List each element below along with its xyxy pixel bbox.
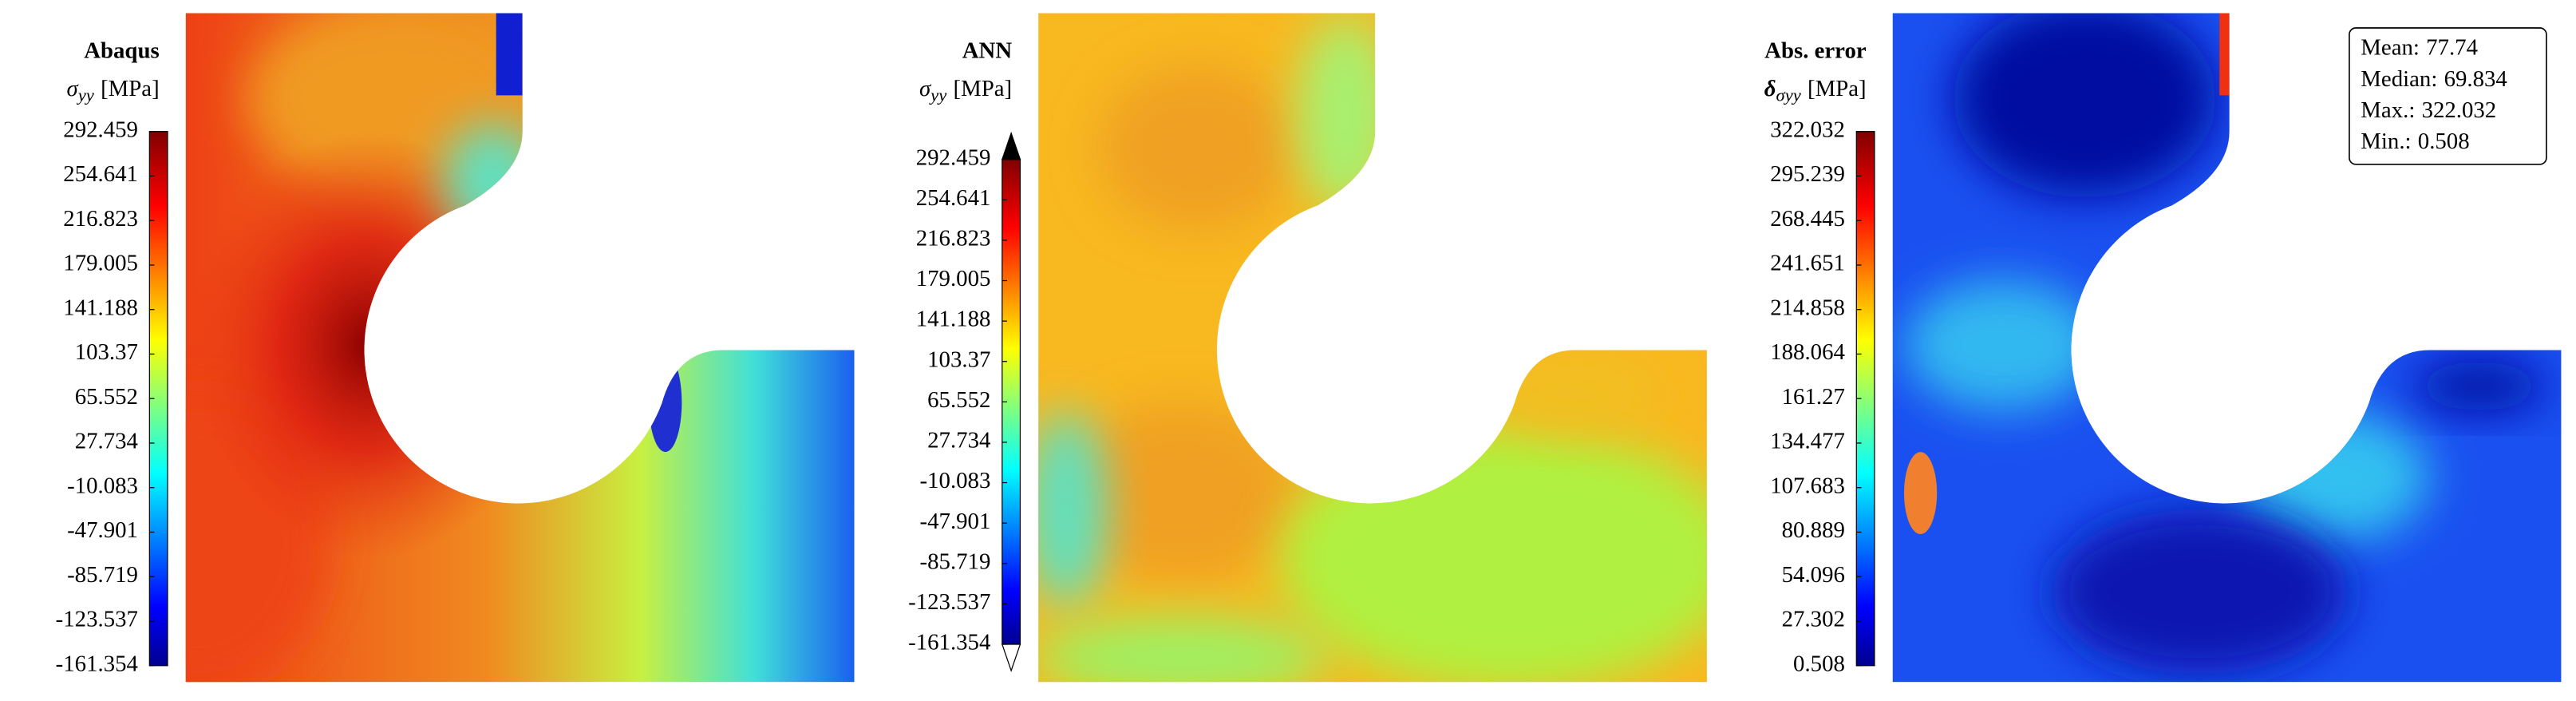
colorbar-tick-label: -10.083 xyxy=(920,468,991,493)
colorbar-tick-label: 0.508 xyxy=(1793,651,1845,676)
colorbar-tick-label: 80.889 xyxy=(1782,517,1845,543)
field xyxy=(1038,410,1108,608)
colorbar-tick-label: -161.354 xyxy=(56,651,138,676)
field xyxy=(2052,509,2348,675)
colorbar-label: σyy [MPa] xyxy=(67,76,160,105)
colorbar-tick-label: 216.823 xyxy=(63,206,138,232)
colorbar-tick-label: 322.032 xyxy=(1770,117,1845,142)
colorbar-tick-label: 27.734 xyxy=(927,428,990,453)
stats-entry: Min.: 0.508 xyxy=(2361,129,2469,154)
stats-label: Mean: xyxy=(2361,34,2420,60)
colorbar-tick-label: 65.552 xyxy=(927,387,990,413)
field xyxy=(2413,361,2545,411)
colorbar-tick-label: 241.651 xyxy=(1770,251,1845,276)
colorbar-tick-label: 254.641 xyxy=(63,161,138,187)
colorbar-tick-label: 54.096 xyxy=(1782,562,1845,588)
stats-entry: Median: 69.834 xyxy=(2361,65,2507,91)
colorbar-tick-label: -47.901 xyxy=(67,517,138,543)
colorbar-tick-label: 295.239 xyxy=(1770,161,1845,187)
field xyxy=(1296,16,1395,214)
colorbar-extend-min xyxy=(1001,644,1021,672)
colorbar-symbol: σ xyxy=(919,76,932,101)
field xyxy=(1904,452,1938,535)
field xyxy=(1066,402,1297,584)
colorbar-tick-label: 179.005 xyxy=(63,251,138,276)
colorbar-tick-label: -123.537 xyxy=(56,607,138,632)
field xyxy=(649,353,682,453)
colorbar-label: δσyy [MPa] xyxy=(1764,76,1867,105)
colorbar-tick-label: -161.354 xyxy=(908,630,990,655)
field xyxy=(2219,13,2230,96)
colorbar-tick-label: 188.064 xyxy=(1770,339,1845,365)
colorbar-tick-label: 161.27 xyxy=(1782,384,1845,410)
field xyxy=(1279,427,1707,683)
contour-field xyxy=(1038,13,1707,683)
colorbar-tick-label: 27.734 xyxy=(75,429,138,454)
colorbar-subscript: yy xyxy=(77,85,95,105)
colorbar-tick-label: -47.901 xyxy=(920,509,991,534)
field xyxy=(443,123,543,239)
colorbar-unit: [MPa] xyxy=(954,76,1013,101)
colorbar-unit: [MPa] xyxy=(101,76,160,101)
field xyxy=(1904,279,2102,411)
colorbar-tick-label: 141.188 xyxy=(63,295,138,320)
colorbar-tick-label: 134.477 xyxy=(1770,429,1845,454)
colorbar-tick-label: 141.188 xyxy=(916,307,991,332)
colorbar-tick-label: 27.302 xyxy=(1782,607,1845,632)
colorbar-tick-label: 268.445 xyxy=(1770,206,1845,232)
panel-title: ANN xyxy=(962,38,1013,63)
colorbar-tick-label: 103.37 xyxy=(75,339,138,365)
stats-box xyxy=(2349,27,2547,165)
colorbar-symbol: σ xyxy=(67,76,80,101)
stats-value: 77.74 xyxy=(2426,34,2478,60)
colorbar-tick-label: -123.537 xyxy=(908,589,990,615)
colorbar-tick-label: -85.719 xyxy=(920,549,991,574)
colorbar-tick-label: 216.823 xyxy=(916,226,991,251)
colorbar-tick-label: 179.005 xyxy=(916,266,991,291)
colorbar-tick-label: 107.683 xyxy=(1770,473,1845,498)
panel: Abs. error δσyy [MPa] 322.032 295.239 268.445… xyxy=(1764,13,2562,683)
stats-label: Max.: xyxy=(2361,97,2415,123)
field xyxy=(1099,65,1297,231)
stats-value: 69.834 xyxy=(2444,65,2507,91)
colorbar-tick-label: 254.641 xyxy=(916,185,991,211)
colorbar-subscript: σyy xyxy=(1776,85,1802,105)
colorbar-subscript: yy xyxy=(929,85,947,105)
colorbar-unit: [MPa] xyxy=(1808,76,1867,101)
colorbar-tick-label: 65.552 xyxy=(75,384,138,410)
stats-label: Median: xyxy=(2361,65,2437,91)
colorbar-tick-label: -10.083 xyxy=(67,473,138,498)
field xyxy=(188,131,551,559)
stats-label: Min.: xyxy=(2361,129,2411,154)
stats-value: 322.032 xyxy=(2422,97,2497,123)
colorbar-tick-label: 103.37 xyxy=(927,347,990,372)
colorbar-label: σyy [MPa] xyxy=(919,76,1012,105)
colorbar-extend-max xyxy=(1001,131,1021,160)
stats-entry: Max.: 322.032 xyxy=(2361,97,2496,123)
colorbar-symbol: δ xyxy=(1764,76,1776,101)
field xyxy=(1493,358,1658,431)
panel-title: Abs. error xyxy=(1764,38,1867,63)
stats-entry: Mean: 77.74 xyxy=(2361,34,2478,60)
panel: ANN σyy [MPa] 292.459 254.641 216.823 179.005 1… xyxy=(908,13,1707,683)
stats-value: 0.508 xyxy=(2418,129,2470,154)
field xyxy=(496,13,523,96)
field xyxy=(1953,13,2217,198)
panel-title: Abaqus xyxy=(84,38,160,63)
colorbar-tick-label: -85.719 xyxy=(67,562,138,588)
colorbar-tick-label: 292.459 xyxy=(63,117,138,142)
contour-field xyxy=(185,13,855,683)
field xyxy=(1038,616,1329,683)
colorbar-tick-label: 214.858 xyxy=(1770,295,1845,320)
colorbar-tick-label: 292.459 xyxy=(916,145,991,170)
